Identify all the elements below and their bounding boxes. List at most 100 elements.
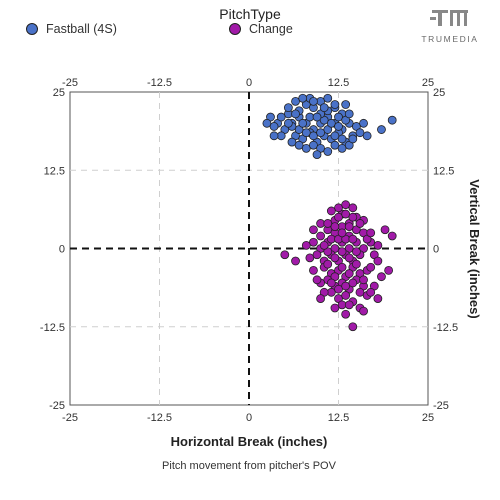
- change-point: [301, 240, 311, 250]
- fastball-point: [269, 131, 279, 141]
- fastball-point: [309, 140, 318, 150]
- x-tick-label-bottom: 25: [422, 412, 434, 424]
- change-point: [380, 225, 390, 235]
- fastball-point: [334, 122, 343, 131]
- fastball-point: [316, 128, 326, 138]
- change-point: [377, 272, 386, 282]
- fastball-point: [377, 125, 386, 134]
- change-point: [366, 287, 376, 297]
- x-tick-label-bottom: -25: [62, 412, 78, 424]
- y-tick-label-left: 12.5: [44, 165, 65, 177]
- data-points: [262, 93, 397, 332]
- fastball-point: [334, 112, 343, 122]
- legend-item-fastball[interactable]: Fastball (4S): [26, 22, 117, 36]
- x-tick-label-bottom: 0: [246, 412, 252, 424]
- y-tick-label-right: -25: [433, 400, 449, 412]
- change-point: [351, 247, 361, 257]
- fastball-point: [298, 118, 308, 128]
- change-point: [348, 322, 358, 332]
- change-point: [330, 222, 340, 231]
- legend-swatch-fastball: [26, 23, 38, 35]
- legend-title: PitchType: [219, 6, 281, 22]
- y-tick-label-left: 25: [53, 87, 65, 99]
- legend-item-change[interactable]: Change: [229, 22, 293, 36]
- change-point: [316, 294, 326, 303]
- fastball-point: [283, 103, 293, 113]
- x-tick-label-top: 12.5: [328, 77, 349, 89]
- fastball-point: [337, 143, 347, 153]
- change-point: [309, 237, 318, 247]
- y-tick-label-left: 0: [59, 244, 65, 256]
- fastball-point: [387, 115, 397, 125]
- fastball-point: [287, 137, 297, 147]
- fastball-point: [355, 128, 365, 138]
- change-point: [341, 200, 351, 210]
- fastball-point: [262, 118, 272, 128]
- x-axis-title: Horizontal Break (inches): [171, 434, 328, 449]
- fastball-point: [323, 93, 333, 103]
- change-point: [359, 306, 368, 316]
- change-point: [387, 231, 397, 241]
- fastball-point: [362, 131, 372, 141]
- fastball-point: [291, 109, 300, 119]
- fastball-point: [344, 109, 354, 119]
- change-point: [341, 309, 351, 319]
- change-point: [334, 284, 343, 294]
- change-point: [309, 225, 318, 235]
- change-point: [316, 231, 326, 241]
- change-point: [348, 278, 358, 288]
- fastball-point: [323, 147, 333, 156]
- y-axis-title: Vertical Break (inches): [467, 179, 482, 318]
- change-point: [334, 203, 343, 213]
- change-point: [351, 259, 361, 269]
- change-point: [373, 256, 383, 266]
- change-point: [344, 222, 354, 231]
- change-point: [337, 262, 347, 272]
- y-tick-label-left: -12.5: [40, 322, 65, 334]
- x-tick-label-top: -12.5: [147, 77, 172, 89]
- fastball-point: [301, 128, 311, 138]
- change-point: [326, 278, 336, 288]
- y-tick-label-left: -25: [49, 400, 65, 412]
- change-point: [366, 262, 376, 272]
- change-point: [341, 281, 351, 291]
- trumedia-logo-icon: [430, 10, 468, 26]
- fastball-point: [312, 150, 322, 160]
- change-point: [280, 250, 290, 260]
- zero-lines: [70, 92, 428, 405]
- fastball-point: [294, 140, 304, 150]
- change-point: [334, 212, 343, 222]
- change-point: [344, 253, 354, 263]
- fastball-point: [330, 140, 340, 150]
- fastball-point: [341, 100, 351, 109]
- y-tick-label-right: -12.5: [433, 322, 458, 334]
- x-tick-label-bottom: 12.5: [328, 412, 349, 424]
- change-point: [366, 228, 376, 238]
- y-tick-label-right: 12.5: [433, 165, 454, 177]
- y-tick-label-right: 0: [433, 244, 439, 256]
- change-point: [359, 275, 368, 285]
- change-point: [341, 291, 351, 300]
- change-point: [312, 250, 322, 260]
- fastball-point: [301, 143, 311, 153]
- change-point: [323, 259, 333, 269]
- change-point: [373, 294, 383, 303]
- change-point: [355, 287, 365, 297]
- change-point: [344, 300, 354, 310]
- fastball-point: [291, 96, 300, 106]
- change-point: [337, 247, 347, 257]
- legend-swatch-change: [229, 23, 241, 35]
- legend-label-change: Change: [249, 22, 293, 36]
- fastball-point: [269, 122, 279, 131]
- fastball-point: [283, 118, 293, 128]
- change-point: [330, 303, 340, 313]
- change-point: [384, 266, 394, 275]
- chart-caption: Pitch movement from pitcher's POV: [162, 460, 337, 472]
- change-point: [348, 234, 358, 244]
- y-tick-label-right: 25: [433, 87, 445, 99]
- fastball-point: [326, 118, 336, 128]
- change-point: [319, 240, 329, 250]
- change-point: [337, 228, 347, 238]
- change-point: [373, 240, 383, 250]
- brand-logo: TRUMEDIA: [410, 8, 490, 44]
